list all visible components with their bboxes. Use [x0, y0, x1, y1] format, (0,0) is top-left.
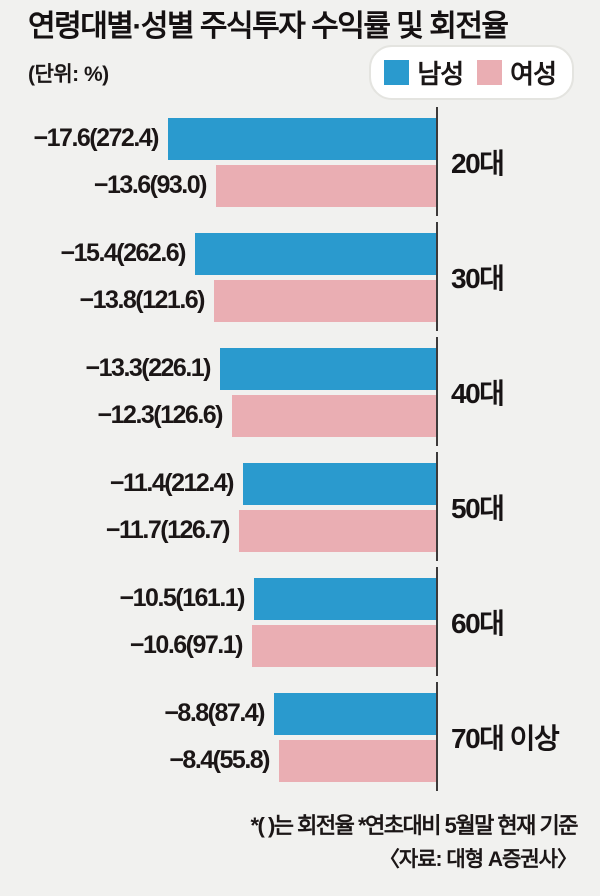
chart-group: −8.8(87.4) −8.4(55.8) 70대 이상: [0, 681, 600, 791]
age-group-label: 40대: [451, 378, 505, 409]
female-bar-row: −13.8(121.6): [0, 279, 437, 322]
axis-line: [436, 221, 438, 331]
male-bar-row: −8.8(87.4): [0, 692, 437, 735]
female-bar-row: −13.6(93.0): [0, 164, 437, 207]
chart-header: 연령대별·성별 주식투자 수익률 및 회전율 (단위: %) 남성 여성: [0, 0, 600, 100]
chart-group: −10.5(161.1) −10.6(97.1) 60대: [0, 566, 600, 676]
bar-chart: −17.6(272.4) −13.6(93.0) 20대 −15.4(262.6…: [0, 106, 600, 791]
female-value-label: −10.6(97.1): [129, 631, 244, 659]
source-label: 〈자료: 대형 A증권사〉: [378, 847, 578, 871]
chart-group: −17.6(272.4) −13.6(93.0) 20대: [0, 106, 600, 216]
male-bar: [195, 232, 437, 275]
female-bar-row: −10.6(97.1): [0, 624, 437, 667]
female-bar: [216, 164, 437, 207]
female-value-label: −8.4(55.8): [169, 746, 270, 774]
female-bar-row: −12.3(126.6): [0, 394, 437, 437]
male-value-label: −10.5(161.1): [119, 584, 246, 612]
legend-item-male: 남성: [384, 54, 464, 91]
male-value-label: −11.4(212.4): [109, 469, 235, 497]
male-bar-row: −10.5(161.1): [0, 577, 437, 620]
page-title: 연령대별·성별 주식투자 수익률 및 회전율: [28, 10, 509, 43]
female-value-label: −13.8(121.6): [79, 286, 206, 314]
legend-item-female: 여성: [477, 54, 557, 91]
female-value-label: −12.3(126.6): [97, 401, 224, 429]
subtitle-row: (단위: %) 남성 여성: [28, 45, 574, 100]
female-bar: [252, 624, 437, 667]
male-bar: [254, 577, 437, 620]
legend: 남성 여성: [369, 45, 574, 100]
female-bar: [279, 739, 437, 782]
legend-label-female: 여성: [510, 59, 557, 89]
male-bar: [220, 347, 437, 390]
axis-line: [436, 106, 438, 216]
age-group-label: 60대: [451, 608, 505, 639]
legend-label-male: 남성: [417, 59, 464, 89]
female-bar: [232, 394, 437, 437]
axis-line: [436, 566, 438, 676]
axis-line: [436, 681, 438, 791]
male-value-label: −13.3(226.1): [85, 354, 212, 382]
unit-label: (단위: %): [28, 62, 109, 86]
female-bar: [214, 279, 437, 322]
male-bar-row: −17.6(272.4): [0, 117, 437, 160]
age-group-label: 20대: [451, 148, 505, 179]
age-group-label: 30대: [451, 263, 505, 294]
female-bar-row: −11.7(126.7): [0, 509, 437, 552]
male-value-label: −8.8(87.4): [164, 699, 265, 727]
female-bar: [239, 509, 437, 552]
male-swatch-icon: [384, 60, 410, 85]
male-value-label: −17.6(272.4): [33, 124, 160, 152]
male-bar-row: −13.3(226.1): [0, 347, 437, 390]
chart-footer: *( )는 회전율 *연초대비 5월말 현재 기준 〈자료: 대형 A증권사〉: [0, 808, 600, 873]
female-value-label: −13.6(93.0): [93, 171, 208, 199]
axis-line: [436, 451, 438, 561]
female-swatch-icon: [477, 60, 503, 85]
age-group-label: 70대 이상: [451, 723, 560, 754]
male-bar-row: −15.4(262.6): [0, 232, 437, 275]
male-bar-row: −11.4(212.4): [0, 462, 437, 505]
female-value-label: −11.7(126.7): [105, 516, 231, 544]
chart-group: −11.4(212.4) −11.7(126.7) 50대: [0, 451, 600, 561]
chart-group: −15.4(262.6) −13.8(121.6) 30대: [0, 221, 600, 331]
axis-line: [436, 336, 438, 446]
male-bar: [168, 117, 437, 160]
male-value-label: −15.4(262.6): [60, 239, 187, 267]
female-bar-row: −8.4(55.8): [0, 739, 437, 782]
age-group-label: 50대: [451, 493, 505, 524]
chart-group: −13.3(226.1) −12.3(126.6) 40대: [0, 336, 600, 446]
footnote: *( )는 회전율 *연초대비 5월말 현재 기준: [250, 812, 578, 838]
male-bar: [274, 692, 437, 735]
male-bar: [243, 462, 437, 505]
